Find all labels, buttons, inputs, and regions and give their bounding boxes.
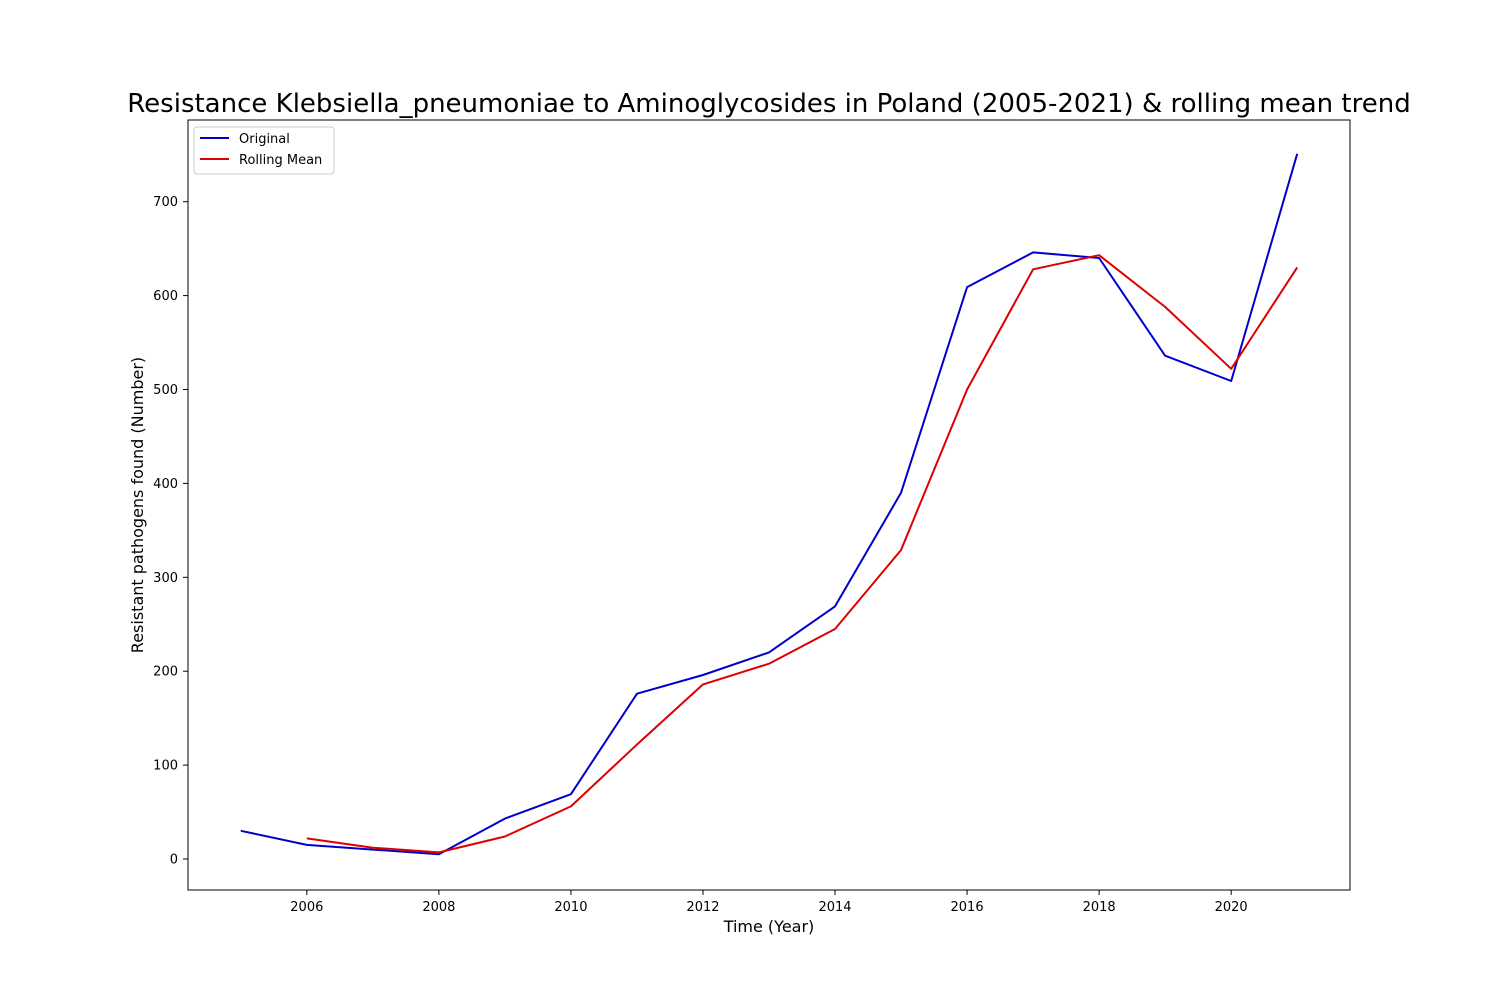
- x-tick-label: 2018: [1083, 900, 1116, 915]
- x-tick-label: 2010: [554, 900, 587, 915]
- y-tick-label: 400: [153, 477, 178, 492]
- series-line-original: [240, 153, 1299, 856]
- x-tick-label: 2014: [818, 900, 851, 915]
- series-layer: [240, 153, 1299, 856]
- x-tick-label: 2006: [290, 900, 323, 915]
- x-tick-label: 2008: [422, 900, 455, 915]
- legend: Original Rolling Mean: [193, 126, 335, 175]
- y-tick-label: 600: [153, 289, 178, 304]
- y-tick-label: 300: [153, 571, 178, 586]
- legend-label-original: Original: [239, 132, 290, 147]
- y-tick-label: 100: [153, 759, 178, 774]
- legend-label-rolling-mean: Rolling Mean: [239, 153, 322, 168]
- x-axis-label: Time (Year): [723, 917, 815, 936]
- series-line-rolling-mean: [306, 254, 1299, 854]
- x-tick-label: 2012: [686, 900, 719, 915]
- y-tick-label: 700: [153, 195, 178, 210]
- chart-title: Resistance Klebsiella_pneumoniae to Amin…: [127, 89, 1410, 119]
- plot-frame: [187, 119, 1351, 891]
- x-tick-label: 2016: [951, 900, 984, 915]
- y-tick-label: 500: [153, 383, 178, 398]
- y-tick-label: 0: [170, 853, 178, 868]
- y-tick-label: 200: [153, 665, 178, 680]
- x-tick-label: 2020: [1215, 900, 1248, 915]
- x-axis-ticks: 2006 2008 2010 2012 2014 2016 2018 2020: [290, 890, 1248, 915]
- y-axis-ticks: 0 100 200 300 400 500 600 700: [153, 195, 188, 868]
- y-axis-label: Resistant pathogens found (Number): [128, 357, 147, 653]
- plot-area: 2006 2008 2010 2012 2014 2016 2018 2020 0 100 200…: [153, 119, 1351, 915]
